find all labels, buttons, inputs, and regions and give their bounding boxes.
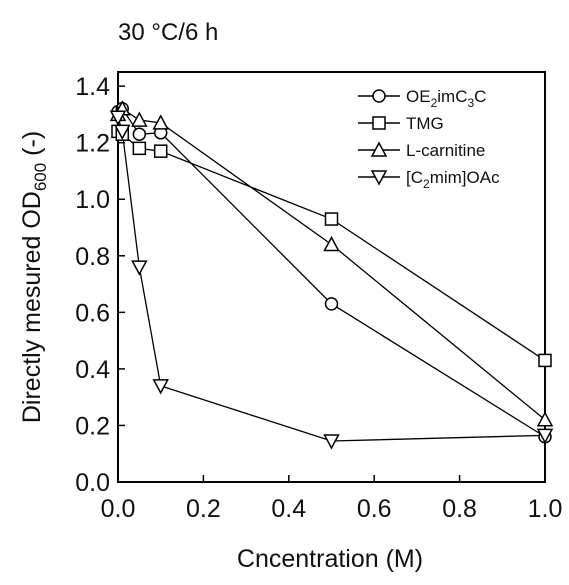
series-line	[117, 117, 546, 442]
y-tick-label: 0.6	[75, 299, 110, 327]
legend-label-sub2: 3	[467, 96, 474, 110]
data-point-triangle-down	[114, 124, 131, 140]
data-point-triangle-up	[536, 411, 554, 427]
legend-entry-l-carnitine: L-carnitine	[358, 141, 485, 160]
legend-marker-circle	[372, 89, 386, 103]
data-point-triangle-down	[109, 110, 127, 126]
data-point-square	[153, 144, 168, 158]
data-point-triangle-up	[152, 114, 169, 130]
data-point-triangle-down	[536, 428, 554, 444]
data-point-circle	[324, 297, 339, 311]
legend-label: L-carnitine	[406, 141, 485, 160]
data-point-circle	[132, 127, 147, 141]
legend-label: [C2mim]OAc	[406, 168, 500, 191]
y-axis-label-unit: (-)	[18, 131, 46, 163]
axis-ticks: 0.0 0.2 0.4 0.6 0.8 1.0 0.0 0.2 0.4 0.6 0.8 1.0 1.2 1…	[75, 73, 562, 523]
legend-label-mid: imC	[437, 87, 467, 106]
x-tick-label: 0.4	[271, 495, 306, 523]
legend-marker-triangle-up	[370, 141, 388, 157]
y-tick-label: 1.2	[75, 130, 110, 158]
y-axis-label-main: Directly mesured OD	[18, 191, 46, 423]
x-tick-label: 1.0	[528, 495, 563, 523]
plot-frame	[117, 71, 546, 483]
series-layer	[109, 100, 554, 450]
data-point-square	[538, 353, 552, 368]
y-tick-label: 0.2	[75, 412, 110, 440]
legend-marker-triangle-down	[370, 170, 388, 186]
legend-entry-oe2imc3c: OE2imC3C	[358, 87, 486, 110]
data-point-triangle-up	[131, 111, 148, 127]
y-tick-label: 1.4	[75, 73, 110, 101]
legend-entry-tmg: TMG	[358, 114, 444, 133]
data-point-triangle-down	[131, 260, 148, 276]
legend: OE2imC3C TMG L-carnitine [C2mim]OAc	[358, 87, 500, 191]
legend-label-sub1: 2	[431, 96, 438, 110]
data-point-triangle-up	[323, 235, 340, 252]
legend-label-sub1: 2	[423, 177, 430, 191]
legend-label: OE2imC3C	[406, 87, 486, 110]
y-tick-label: 0.8	[75, 243, 110, 271]
y-axis-label: Directly mesured OD600 (-)	[18, 131, 50, 423]
x-tick-label: 0.6	[357, 495, 392, 523]
legend-label: TMG	[406, 114, 444, 133]
legend-label-tail: C	[474, 87, 486, 106]
legend-label-mid: mim]OAc	[430, 168, 500, 187]
legend-marker-square	[372, 116, 386, 130]
x-tick-label: 0.0	[101, 495, 136, 523]
y-tick-label: 0.4	[75, 356, 110, 384]
x-tick-label: 0.2	[186, 495, 221, 523]
y-tick-label: 1.0	[75, 186, 110, 214]
data-point-square	[324, 212, 339, 226]
data-point-triangle-down	[152, 379, 169, 395]
legend-entry-c2mim-oac: [C2mim]OAc	[358, 168, 500, 191]
chart-title: 30 °C/6 h	[118, 19, 218, 46]
x-axis-label: Cncentration (M)	[237, 545, 423, 573]
legend-label-main: OE	[406, 87, 431, 106]
y-tick-label: 0.0	[75, 469, 110, 497]
data-point-square	[132, 141, 147, 156]
y-axis-label-sub: 600	[31, 163, 50, 191]
legend-label-main: [C	[406, 168, 423, 187]
x-tick-label: 0.8	[442, 495, 477, 523]
data-point-triangle-down	[323, 434, 340, 450]
